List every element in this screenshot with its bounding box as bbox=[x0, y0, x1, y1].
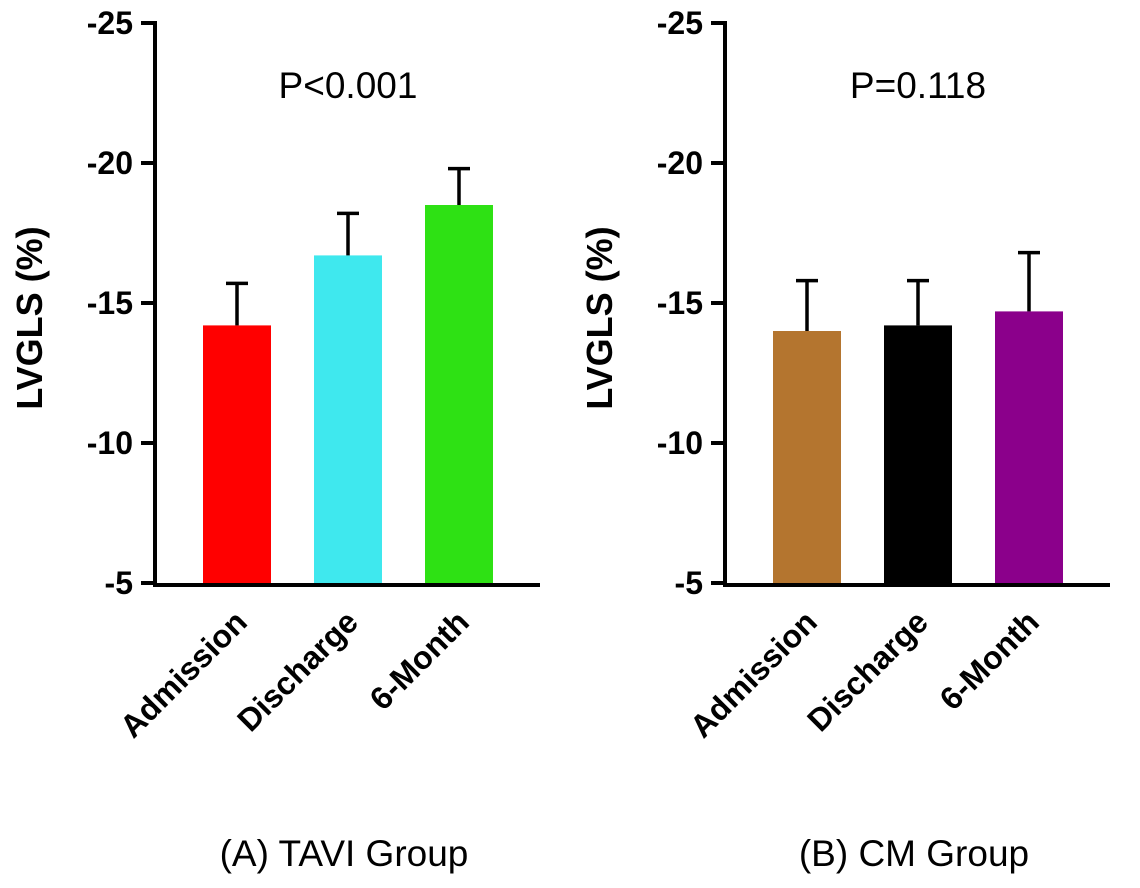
panel-caption: (A) TAVI Group bbox=[220, 833, 469, 874]
x-category-label: 6-Month bbox=[933, 603, 1046, 716]
y-tick-label: -5 bbox=[105, 565, 133, 601]
y-tick-label: -15 bbox=[657, 285, 703, 321]
y-tick-label: -25 bbox=[87, 5, 133, 41]
bar-admission bbox=[773, 331, 841, 585]
p-value-label: P<0.001 bbox=[279, 65, 418, 106]
bar-6-month bbox=[425, 205, 493, 585]
bar-discharge bbox=[314, 255, 382, 585]
x-category-label: Admission bbox=[113, 603, 254, 744]
y-tick-label: -10 bbox=[657, 425, 703, 461]
y-axis-title: LVGLS (%) bbox=[9, 226, 50, 409]
x-category-label: Discharge bbox=[800, 603, 935, 738]
y-tick-label: -5 bbox=[675, 565, 703, 601]
bar-6-month bbox=[995, 311, 1063, 585]
y-tick-label: -10 bbox=[87, 425, 133, 461]
panel-tavi-group: -5 -10 -15 -20 -25 Admission Discharge 6-Month L… bbox=[9, 5, 540, 874]
panel-caption: (B) CM Group bbox=[799, 833, 1029, 874]
panel-cm-group: -5 -10 -15 -20 -25 Admission Discharge 6-Month L… bbox=[570, 0, 1140, 888]
x-category-label: 6-Month bbox=[363, 603, 476, 716]
y-tick-label: -20 bbox=[657, 145, 703, 181]
y-tick-label: -20 bbox=[87, 145, 133, 181]
p-value-label: P=0.118 bbox=[850, 65, 986, 106]
y-tick-label: -25 bbox=[657, 5, 703, 41]
x-category-label: Discharge bbox=[230, 603, 365, 738]
y-axis-title: LVGLS (%) bbox=[579, 226, 620, 409]
bar-admission bbox=[203, 325, 271, 585]
x-category-label: Admission bbox=[683, 603, 824, 744]
bar-discharge bbox=[884, 325, 952, 585]
y-tick-label: -15 bbox=[87, 285, 133, 321]
